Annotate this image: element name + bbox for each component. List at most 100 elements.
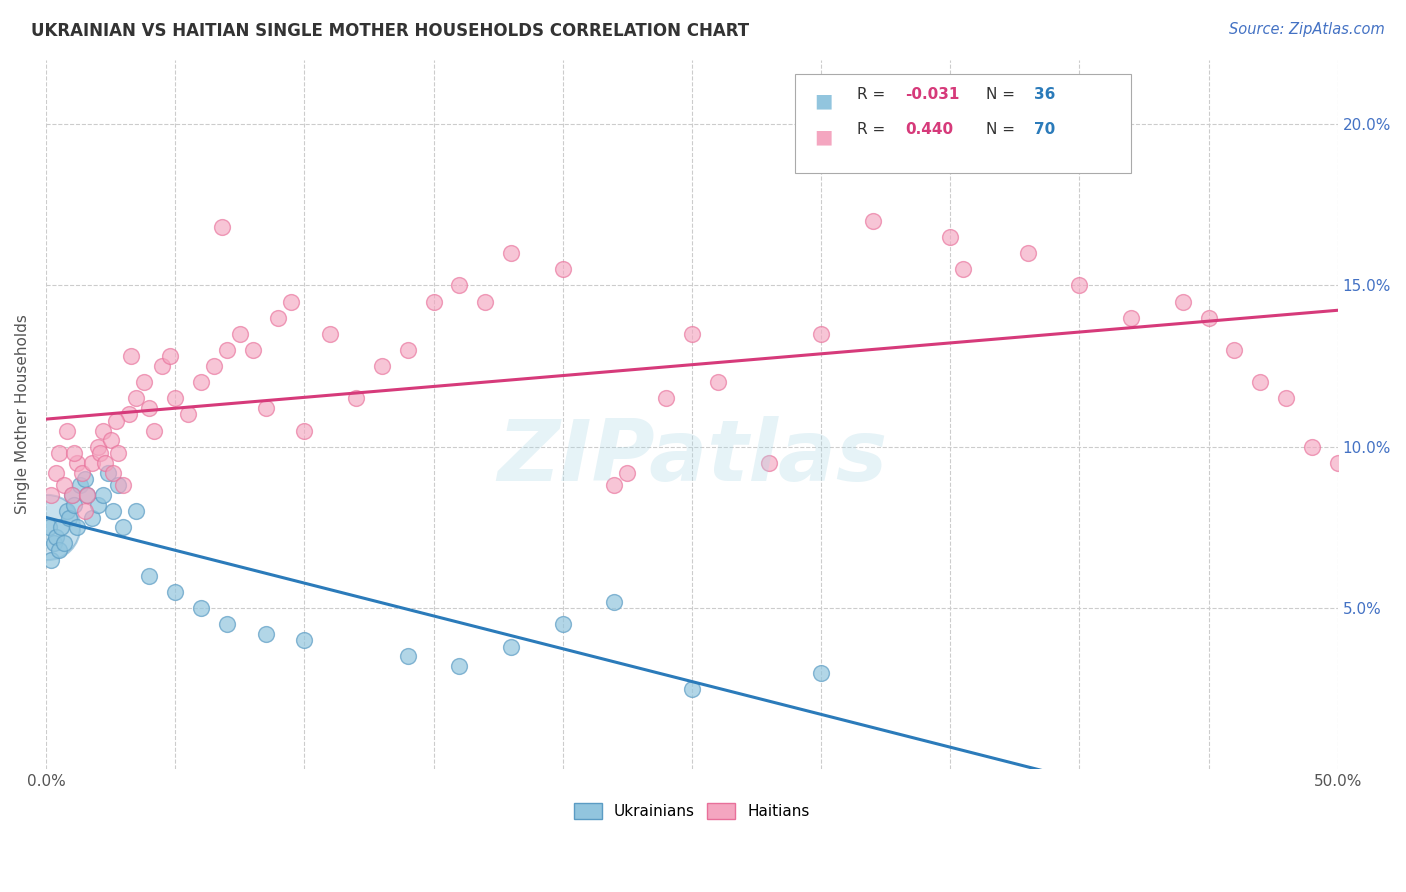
- Point: [254, 401, 277, 415]
- Point: [422, 294, 444, 309]
- Point: [1171, 294, 1194, 309]
- Point: [94, 456, 117, 470]
- Point: [449, 278, 471, 293]
- Point: [89, 446, 111, 460]
- Point: [39, 488, 62, 502]
- Point: [55, 424, 77, 438]
- Point: [143, 424, 166, 438]
- Point: [51, 520, 73, 534]
- Point: [39, 552, 62, 566]
- Point: [70, 466, 93, 480]
- Point: [396, 343, 419, 357]
- Point: [107, 478, 129, 492]
- Point: [45, 530, 67, 544]
- Point: [292, 633, 315, 648]
- Point: [681, 326, 703, 341]
- Point: [76, 488, 98, 502]
- Point: [616, 466, 638, 480]
- Point: [254, 627, 277, 641]
- Point: [104, 414, 127, 428]
- Text: UKRAINIAN VS HAITIAN SINGLE MOTHER HOUSEHOLDS CORRELATION CHART: UKRAINIAN VS HAITIAN SINGLE MOTHER HOUSE…: [31, 22, 749, 40]
- Point: [242, 343, 264, 357]
- Point: [69, 478, 91, 492]
- Point: [48, 446, 70, 460]
- Point: [1249, 375, 1271, 389]
- Point: [150, 359, 173, 373]
- Point: [66, 456, 89, 470]
- Point: [138, 568, 160, 582]
- Point: [48, 543, 70, 558]
- Point: [655, 392, 678, 406]
- Text: -0.031: -0.031: [905, 87, 959, 102]
- Point: [499, 640, 522, 654]
- Point: [267, 310, 290, 325]
- Point: [280, 294, 302, 309]
- Point: [37, 520, 59, 534]
- Point: [76, 488, 98, 502]
- Text: ZIPatlas: ZIPatlas: [496, 416, 887, 499]
- Point: [396, 649, 419, 664]
- Point: [134, 375, 156, 389]
- Point: [125, 392, 148, 406]
- Point: [551, 617, 574, 632]
- Point: [73, 504, 96, 518]
- Text: R =: R =: [858, 122, 890, 137]
- Point: [82, 510, 104, 524]
- Point: [45, 466, 67, 480]
- Point: [211, 220, 233, 235]
- Point: [344, 392, 367, 406]
- Point: [112, 478, 135, 492]
- Point: [177, 408, 200, 422]
- Point: [125, 504, 148, 518]
- Legend: Ukrainians, Haitians: Ukrainians, Haitians: [568, 797, 815, 825]
- Point: [681, 681, 703, 696]
- Text: 70: 70: [1035, 122, 1056, 137]
- Point: [117, 408, 139, 422]
- Point: [810, 326, 832, 341]
- Point: [319, 326, 342, 341]
- Point: [66, 520, 89, 534]
- Point: [202, 359, 225, 373]
- Point: [810, 665, 832, 680]
- Point: [120, 350, 142, 364]
- Point: [603, 478, 626, 492]
- Point: [758, 456, 780, 470]
- Point: [53, 478, 76, 492]
- Point: [165, 392, 187, 406]
- Point: [107, 446, 129, 460]
- Point: [215, 617, 238, 632]
- Point: [112, 520, 135, 534]
- Point: [101, 504, 124, 518]
- Point: [474, 294, 496, 309]
- Point: [91, 488, 114, 502]
- Point: [100, 434, 122, 448]
- Point: [190, 375, 212, 389]
- Point: [1301, 440, 1323, 454]
- Point: [449, 659, 471, 673]
- Text: ■: ■: [814, 92, 832, 111]
- Point: [371, 359, 394, 373]
- Text: Source: ZipAtlas.com: Source: ZipAtlas.com: [1229, 22, 1385, 37]
- Point: [138, 401, 160, 415]
- Point: [82, 456, 104, 470]
- Point: [53, 536, 76, 550]
- Point: [1017, 246, 1039, 260]
- Point: [55, 504, 77, 518]
- Point: [862, 214, 884, 228]
- Point: [190, 601, 212, 615]
- Point: [1326, 456, 1348, 470]
- Point: [86, 440, 108, 454]
- Point: [1223, 343, 1246, 357]
- Point: [91, 424, 114, 438]
- Point: [63, 446, 86, 460]
- Point: [603, 594, 626, 608]
- Point: [1069, 278, 1091, 293]
- Point: [97, 466, 120, 480]
- Point: [706, 375, 728, 389]
- Point: [58, 510, 80, 524]
- Point: [42, 536, 65, 550]
- Point: [63, 498, 86, 512]
- Point: [952, 262, 974, 277]
- Text: 0.440: 0.440: [905, 122, 953, 137]
- FancyBboxPatch shape: [796, 74, 1130, 173]
